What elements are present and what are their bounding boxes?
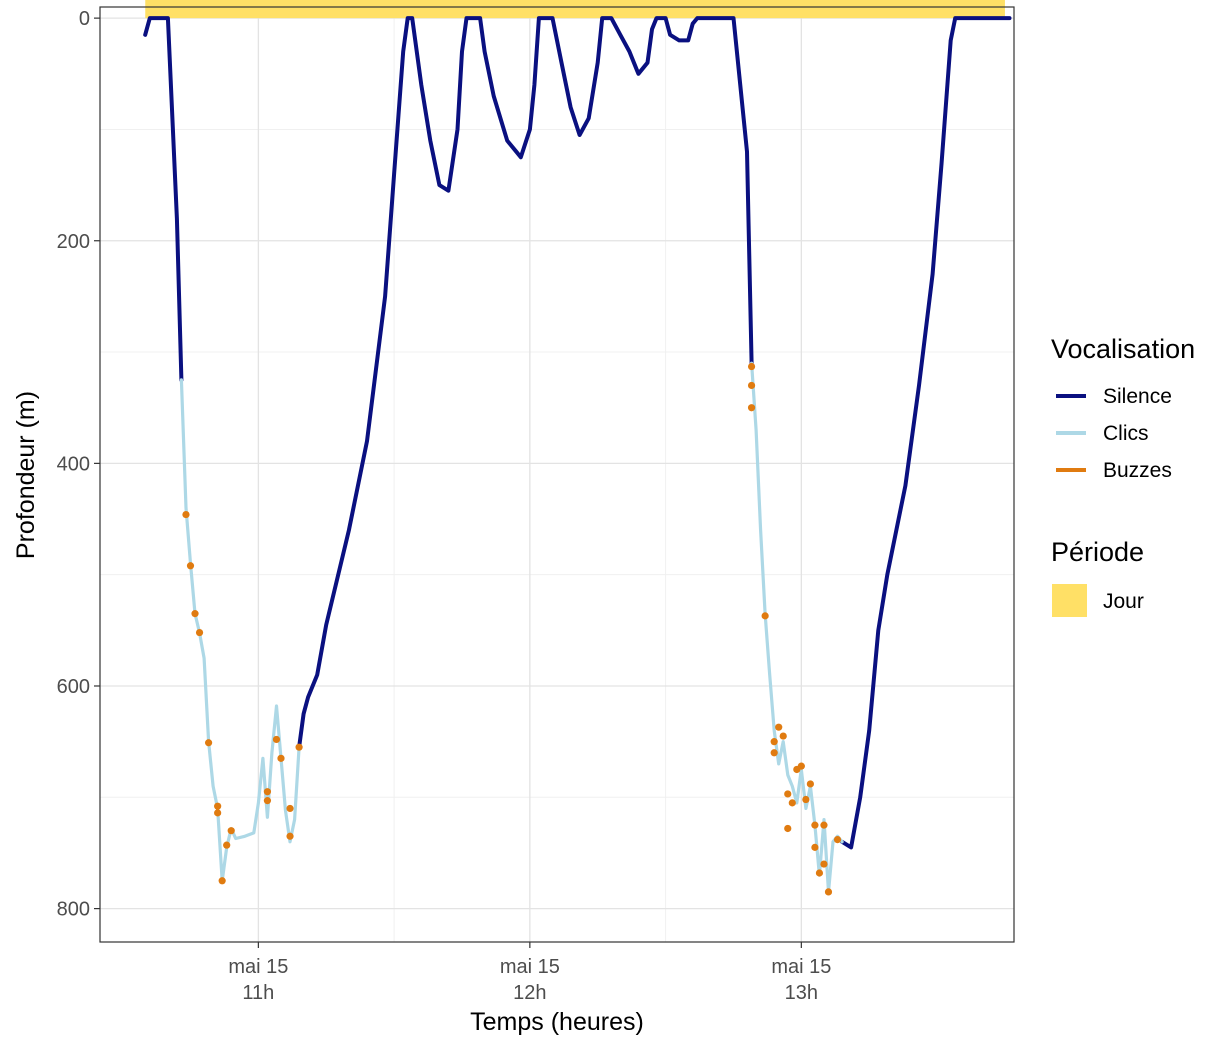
y-tick-label: 200 (57, 231, 90, 253)
buzz-points (182, 362, 842, 896)
y-tick-label: 600 (57, 676, 90, 698)
buzz-point (263, 797, 272, 805)
buzz-point (286, 832, 294, 840)
buzz-point (195, 628, 204, 637)
buzz-point (824, 888, 833, 896)
x-tick-label-date: mai 15 (500, 956, 560, 978)
buzz-point (797, 762, 805, 770)
series-line-silence (297, 16, 754, 750)
x-tick-label-date: mai 15 (771, 956, 831, 978)
y-tick-label: 800 (57, 899, 90, 921)
buzz-point (779, 732, 787, 740)
buzz-point (223, 841, 231, 849)
plot-panel-border (99, 6, 1015, 943)
legend-label-clics: Clics (1103, 422, 1149, 445)
buzz-point (295, 743, 303, 751)
y-tick-label: 0 (79, 8, 90, 30)
buzz-point (747, 381, 756, 390)
x-tick-label-hour: 12h (513, 982, 546, 1004)
buzz-point (833, 835, 842, 844)
y-tick-label: 400 (57, 453, 90, 475)
buzz-point (191, 610, 199, 618)
y-axis: 0 200 400 600 800 (57, 8, 100, 921)
buzz-point (820, 860, 828, 868)
buzz-point (218, 877, 226, 885)
buzz-point (815, 869, 824, 877)
buzz-point (820, 821, 828, 829)
buzz-point (277, 754, 285, 762)
buzz-point (761, 612, 769, 620)
series-line-clics (750, 361, 844, 894)
buzz-point (784, 824, 792, 833)
buzz-point (186, 562, 195, 570)
buzz-point (775, 723, 783, 731)
legend-label-buzzes: Buzzes (1103, 459, 1172, 482)
legend-title-vocalisation: Vocalisation (1051, 334, 1195, 364)
series-line-silence (840, 16, 1012, 850)
buzz-point (214, 802, 222, 810)
buzz-point (770, 749, 778, 757)
legend-title-periode: Période (1051, 537, 1144, 567)
buzz-point (770, 738, 778, 746)
buzz-point (811, 843, 819, 851)
legend-label-jour: Jour (1103, 590, 1144, 613)
buzz-point (263, 788, 272, 796)
buzz-point (286, 804, 294, 813)
y-axis-title: Profondeur (m) (12, 391, 40, 559)
buzz-point (811, 821, 819, 829)
buzz-point (806, 780, 814, 788)
buzz-point (747, 404, 756, 412)
buzz-point (788, 799, 796, 807)
buzz-point (272, 735, 281, 744)
x-tick-label-date: mai 15 (228, 956, 288, 978)
buzz-point (784, 790, 792, 798)
buzz-point (204, 739, 213, 747)
legend-vocalisation-items: Silence Clics Buzzes (1056, 385, 1172, 482)
legend-key-jour (1052, 584, 1087, 617)
day-period-rect (145, 0, 1005, 19)
day-period-band (145, 0, 1005, 19)
x-tick-label-hour: 13h (785, 982, 818, 1004)
buzz-point (214, 809, 222, 817)
series-line-silence (143, 16, 184, 382)
x-tick-label-hour: 11h (242, 982, 274, 1004)
buzz-point (802, 795, 810, 804)
depth-series (143, 16, 1012, 894)
grid-lines (100, 7, 1014, 942)
buzz-point (182, 510, 190, 519)
legend-label-silence: Silence (1103, 385, 1172, 408)
x-axis: mai 15 11h mai 15 12h mai 15 13h (228, 942, 831, 1004)
buzz-point (747, 362, 756, 371)
x-axis-title: Temps (heures) (470, 1008, 644, 1036)
legend-periode-items: Jour (1052, 584, 1144, 617)
buzz-point (227, 827, 235, 835)
